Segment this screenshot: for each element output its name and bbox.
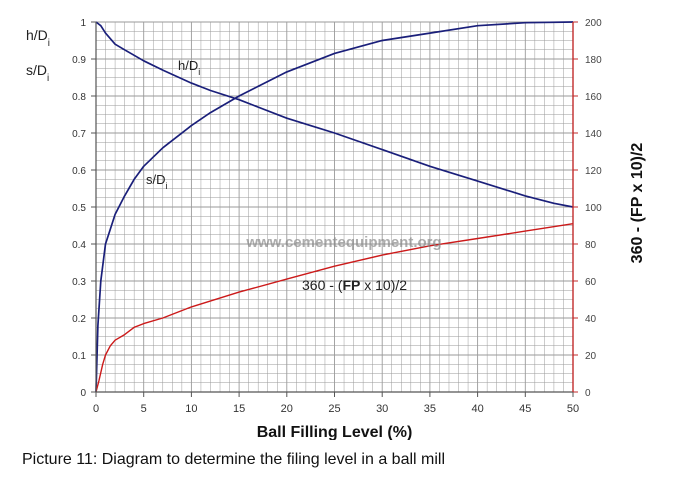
labels: h/Di s/Di h/Di s/Di 360 - (FP x 10)/2 360 - (… [26,27,646,440]
left-tick-label: 0.7 [72,129,86,140]
s-d-curve-label: s/Di [146,172,168,191]
series-layer [95,21,574,393]
left-tick-label: 0.5 [72,203,86,214]
figure-caption: Picture 11: Diagram to determine the fil… [22,451,446,468]
right-tick-label: 100 [585,203,602,214]
right-tick-label: 80 [585,240,597,251]
left-axis-label-h-d: h/Di [26,27,50,49]
x-tick-label: 5 [141,403,147,415]
s-d-curve [95,21,574,393]
left-tick-label: 0.8 [72,92,86,103]
h-d-curve [95,21,574,208]
left-tick-label: 0.9 [72,55,86,66]
watermark-text: www.cementequipment.org [245,234,441,251]
x-tick-label: 45 [519,403,531,415]
left-tick-label: 0.2 [72,314,86,325]
x-tick-label: 40 [471,403,483,415]
x-tick-label: 20 [281,403,293,415]
x-tick-label: 50 [567,403,579,415]
x-tick-label: 25 [328,403,340,415]
axes: 00.10.20.30.40.50.60.70.80.9102040608010… [72,18,602,415]
chart: 00.10.20.30.40.50.60.70.80.9102040608010… [26,18,646,440]
right-tick-label: 40 [585,314,597,325]
x-tick-label: 10 [185,403,197,415]
left-tick-label: 1 [80,18,86,29]
right-tick-label: 0 [585,388,591,399]
right-tick-label: 20 [585,351,597,362]
x-tick-label: 35 [424,403,436,415]
fp-curve-label: 360 - (FP x 10)/2 [302,277,407,293]
right-tick-label: 200 [585,18,602,29]
right-axis-title: 360 - (FP x 10)/2 [629,143,646,264]
left-tick-label: 0.6 [72,166,86,177]
x-tick-label: 30 [376,403,388,415]
left-tick-label: 0.1 [72,351,86,362]
grid [95,21,574,393]
right-tick-label: 180 [585,55,602,66]
left-tick-label: 0 [80,388,86,399]
left-tick-label: 0.4 [72,240,86,251]
x-tick-label: 0 [93,403,99,415]
x-tick-label: 15 [233,403,245,415]
left-tick-label: 0.3 [72,277,86,288]
h-d-curve-label: h/Di [178,58,200,77]
s-d-axis-label: s/Di [26,62,49,84]
right-tick-label: 120 [585,166,602,177]
x-axis-title: Ball Filling Level (%) [257,424,413,440]
right-tick-label: 60 [585,277,597,288]
right-tick-label: 160 [585,92,602,103]
fp-curve [95,223,574,393]
right-tick-label: 140 [585,129,602,140]
